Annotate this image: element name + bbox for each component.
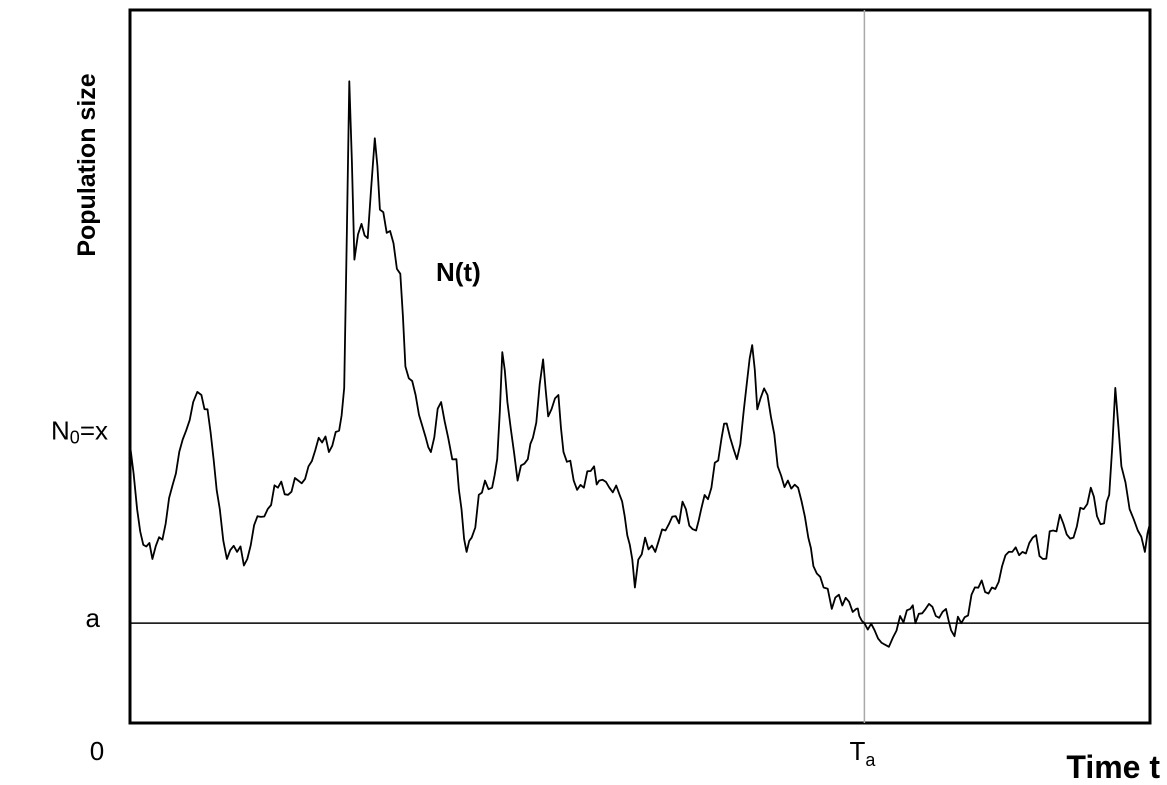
y-tick-label-main: N [51,416,70,446]
series-group [129,80,1151,648]
reference-lines [130,10,1150,723]
y-tick-label-sub: 0 [70,428,80,448]
y-axis-label: Population size [73,73,101,256]
series-annotation: N(t) [436,257,481,287]
y-tick-label-n0: N0=x [51,416,108,448]
x-tick-label-sub: a [865,750,876,770]
x-axis-label: Time t [1066,749,1160,785]
x-tick-label-origin: 0 [90,736,104,766]
y-tick-label-suffix: =x [80,416,108,446]
x-tick-label-main: 0 [90,736,104,766]
x-tick-label-main: T [849,736,865,766]
plot-frame [128,8,1152,725]
y-tick-label-main: a [86,603,101,633]
y-tick-label-a: a [86,603,101,633]
series-line-population [129,80,1151,648]
x-tick-label-ta: Ta [849,736,876,770]
